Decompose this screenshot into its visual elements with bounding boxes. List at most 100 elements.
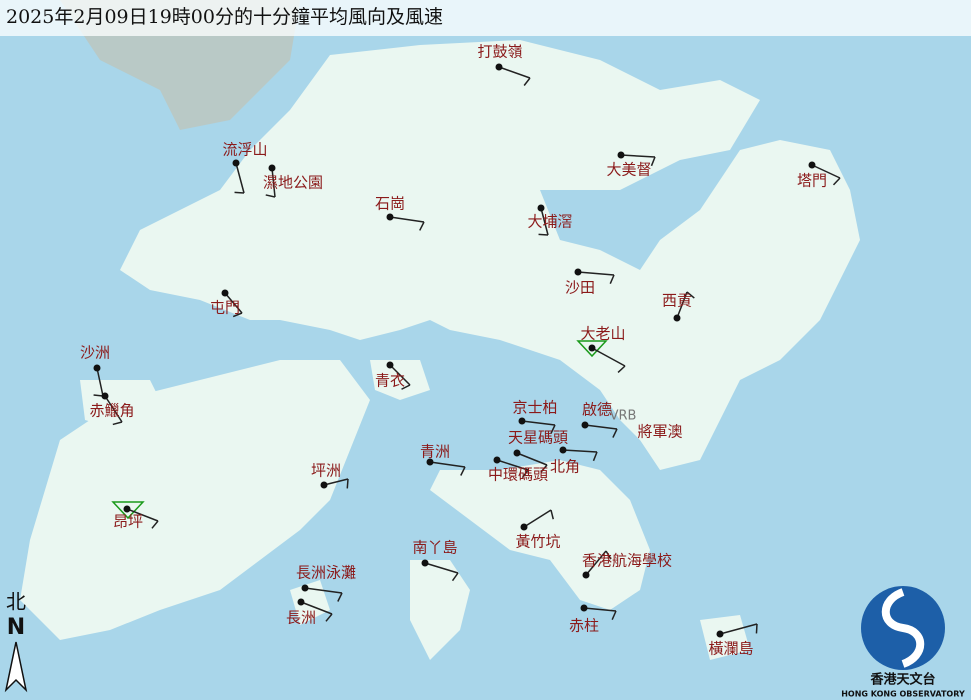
barb-feather bbox=[93, 394, 104, 397]
station-label: 中環碼頭 bbox=[488, 466, 548, 484]
wind-barb bbox=[521, 420, 556, 426]
wind-barb bbox=[496, 459, 529, 471]
station-label: 啟德 bbox=[582, 401, 612, 419]
barb-feather bbox=[609, 274, 615, 285]
station-dot bbox=[93, 364, 101, 372]
wind-barb bbox=[591, 347, 626, 367]
station-label: 京士柏 bbox=[512, 399, 557, 417]
station-dot bbox=[221, 289, 229, 297]
wind-barb bbox=[96, 367, 104, 397]
highlight-triangle bbox=[111, 501, 145, 520]
wind-barb bbox=[389, 216, 425, 223]
wind-barb bbox=[676, 291, 688, 319]
logo-english: HONG KONG OBSERVATORY bbox=[841, 690, 965, 699]
barb-feather bbox=[325, 613, 333, 622]
station-dot bbox=[673, 314, 681, 322]
logo-chinese: 香港天文台 bbox=[869, 672, 935, 688]
station-dot bbox=[588, 344, 596, 352]
station-dot bbox=[297, 598, 305, 606]
station-dot bbox=[520, 523, 528, 531]
station-label: 橫瀾島 bbox=[708, 640, 753, 658]
barb-feather bbox=[617, 365, 626, 374]
barb-feather bbox=[550, 509, 554, 520]
north-letter: N bbox=[7, 615, 25, 640]
wind-barb bbox=[300, 601, 333, 615]
wind-barb bbox=[389, 364, 411, 386]
station-label: 青洲 bbox=[420, 443, 450, 461]
station-dot bbox=[716, 630, 724, 638]
barb-feather bbox=[265, 194, 276, 198]
wind-barb bbox=[583, 607, 617, 612]
wind-barb bbox=[271, 167, 276, 198]
station-label: 長洲 bbox=[286, 609, 316, 627]
barb-feather bbox=[605, 550, 612, 560]
barb-feather bbox=[112, 421, 123, 426]
north-arrow-shape bbox=[4, 641, 28, 693]
wind-barb bbox=[498, 66, 531, 79]
barb-feather bbox=[451, 572, 459, 582]
wind-barb bbox=[304, 587, 343, 594]
station-dot bbox=[513, 449, 521, 457]
barb-feather bbox=[419, 221, 425, 231]
wind-barb bbox=[424, 562, 459, 574]
station-dot bbox=[581, 421, 589, 429]
barb-feather bbox=[538, 233, 549, 236]
station-label: 北角 bbox=[550, 458, 580, 476]
north-chinese: 北 bbox=[6, 590, 26, 614]
station-dot bbox=[808, 161, 816, 169]
barb-feather bbox=[151, 520, 159, 529]
wind-barb bbox=[620, 154, 656, 158]
wind-barb bbox=[719, 623, 758, 635]
station-label: 石崗 bbox=[375, 195, 405, 213]
station-dot bbox=[493, 456, 501, 464]
station-label: 西貢 bbox=[662, 292, 692, 310]
barb-feather bbox=[592, 451, 598, 462]
barb-feather bbox=[337, 592, 343, 602]
station-label: 將軍澳 bbox=[637, 423, 682, 441]
station-label: 黃竹坑 bbox=[515, 533, 560, 551]
barb-feather bbox=[232, 312, 243, 318]
wind-barb bbox=[577, 271, 615, 276]
barb-feather bbox=[521, 469, 529, 479]
station-label: 大埔滘 bbox=[527, 213, 572, 231]
highlight-triangle bbox=[576, 340, 608, 358]
station-label: 坪洲 bbox=[311, 462, 341, 480]
station-label: 沙洲 bbox=[80, 344, 110, 362]
station-label: 屯門 bbox=[210, 299, 240, 317]
barb-feather bbox=[346, 478, 349, 489]
wind-barb bbox=[562, 449, 598, 453]
station-dot bbox=[301, 584, 309, 592]
barb-feather bbox=[755, 623, 758, 634]
barb-feather bbox=[540, 464, 548, 473]
station-label: 昂坪 bbox=[113, 513, 143, 531]
station-dot bbox=[268, 164, 276, 172]
station-dot bbox=[123, 505, 131, 513]
station-label: 長洲泳灘 bbox=[296, 564, 356, 582]
barb-feather bbox=[460, 466, 466, 476]
station-label: 大老山 bbox=[580, 325, 625, 343]
station-dot bbox=[537, 204, 545, 212]
title: 2025年2月09日19時00分的十分鐘平均風向及風速 bbox=[6, 6, 443, 28]
barb-feather bbox=[234, 191, 245, 194]
station-dot bbox=[617, 151, 625, 159]
waglan bbox=[700, 615, 750, 660]
wind-barb bbox=[104, 395, 123, 423]
barb-feather bbox=[550, 424, 556, 434]
station-dot bbox=[386, 361, 394, 369]
station-label: 大美督 bbox=[606, 161, 651, 179]
tsing-yi bbox=[370, 360, 430, 400]
wind-barb bbox=[224, 292, 243, 314]
station-label: 赤鱲角 bbox=[89, 402, 134, 420]
station-dot bbox=[518, 417, 526, 425]
station-dot bbox=[495, 63, 503, 71]
station-dot bbox=[386, 213, 394, 221]
station-label: 打鼓嶺 bbox=[477, 43, 522, 61]
wind-barb bbox=[523, 509, 552, 528]
station-dot bbox=[559, 446, 567, 454]
station-label: 流浮山 bbox=[222, 141, 267, 159]
station-label: 沙田 bbox=[565, 279, 595, 297]
station-label: 赤柱 bbox=[569, 617, 599, 635]
lantau bbox=[20, 360, 370, 640]
station-label: 塔門 bbox=[797, 172, 827, 190]
